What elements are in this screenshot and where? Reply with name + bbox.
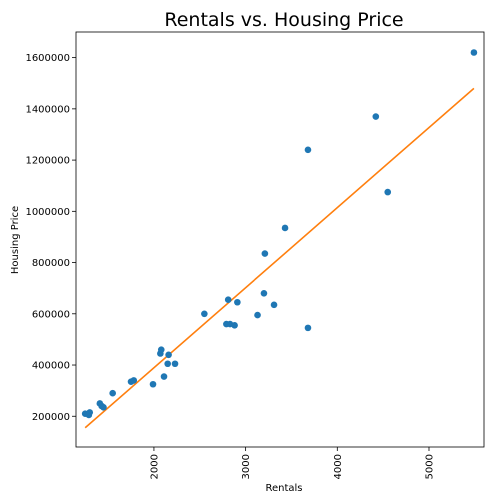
data-point	[201, 310, 208, 318]
y-axis-label: Housing Price	[10, 206, 21, 274]
y-tick-label: 1400000	[25, 104, 70, 115]
x-axis-label: Rentals	[265, 483, 302, 494]
y-tick-label: 600000	[32, 309, 70, 320]
data-point	[304, 146, 312, 154]
y-tick-label: 200000	[32, 412, 70, 423]
x-axis-ticks: 2000 3000 4000 5000	[149, 447, 435, 479]
data-point	[234, 298, 241, 306]
data-point	[384, 188, 392, 196]
data-point	[165, 351, 172, 359]
data-point	[164, 360, 171, 368]
data-point	[224, 296, 232, 304]
data-point	[171, 360, 179, 368]
data-point	[372, 113, 380, 120]
y-tick-label: 1200000	[25, 156, 70, 167]
fit-line-layer	[84, 87, 475, 429]
chart-title: Rentals vs. Housing Price	[164, 9, 403, 31]
data-point	[149, 380, 157, 388]
data-point	[261, 250, 269, 257]
data-point	[160, 373, 168, 380]
x-tick-label: 2000	[149, 454, 160, 479]
data-point	[260, 289, 268, 297]
points-layer	[81, 49, 478, 419]
regression-line	[84, 87, 475, 429]
y-tick-label: 1000000	[25, 207, 70, 218]
data-point	[304, 324, 312, 332]
data-point	[281, 224, 289, 232]
data-point	[270, 301, 278, 309]
data-point	[130, 377, 138, 384]
x-tick-label: 5000	[424, 454, 435, 479]
data-point	[100, 403, 107, 411]
x-tick-label: 4000	[333, 454, 344, 479]
y-tick-label: 800000	[32, 258, 70, 269]
data-point	[231, 322, 238, 329]
y-axis-ticks: 200000 400000 600000 800000 1000000 1200000 14…	[25, 53, 76, 423]
data-point	[470, 49, 478, 56]
data-point	[254, 311, 261, 319]
y-tick-label: 1600000	[25, 53, 70, 64]
plot-area	[75, 31, 485, 448]
data-point	[109, 389, 116, 397]
y-tick-label: 400000	[32, 361, 70, 372]
data-point	[86, 409, 94, 416]
data-point	[157, 346, 165, 353]
x-tick-label: 3000	[241, 454, 252, 479]
